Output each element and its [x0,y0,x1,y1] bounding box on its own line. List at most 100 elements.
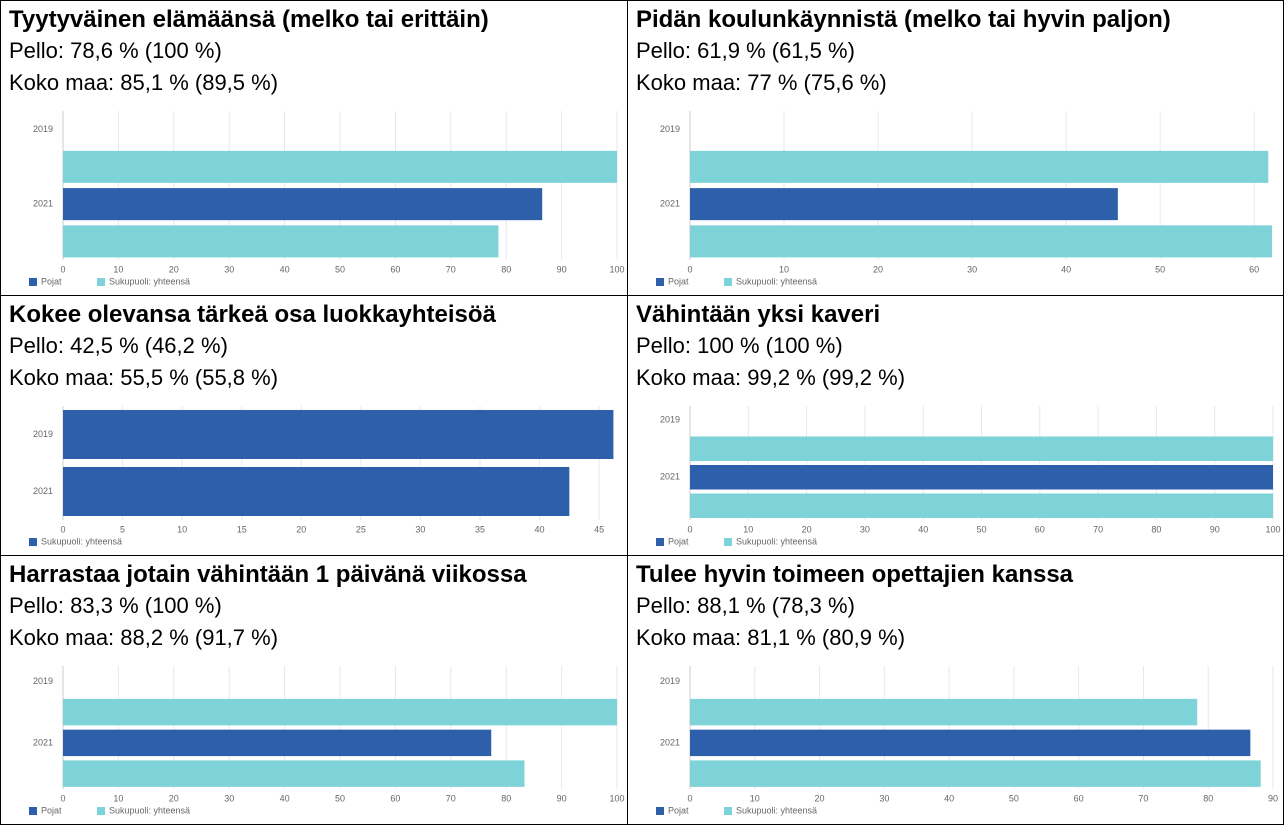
x-tick-label: 30 [224,793,234,803]
bar [63,225,499,258]
legend-label: Sukupuoli: yhteensä [41,536,122,546]
x-tick-label: 10 [750,793,760,803]
x-tick-label: 40 [918,524,928,534]
chart-subtitle: Pello: 100 % (100 %) [636,333,843,358]
y-tick-label: 2019 [660,676,680,686]
x-tick-label: 20 [873,264,883,274]
x-tick-label: 100 [1265,524,1280,534]
x-tick-label: 20 [802,524,812,534]
chart: 0 10 20 30 40 50 60 70 80 90 100 2019 2021 Pojat Sukup… [656,406,1281,546]
x-tick-label: 50 [1009,793,1019,803]
x-tick-label: 90 [557,264,567,274]
x-tick-label: 5 [120,524,125,534]
x-tick-label: 80 [501,793,511,803]
x-tick-label: 20 [815,793,825,803]
chart: 0 10 20 30 40 50 60 70 80 90 100 2019 2021 Pojat Sukup… [29,111,625,286]
y-tick-label: 2019 [660,415,680,425]
chart: 0 10 20 30 40 50 60 2019 2021 Pojat Sukupuoli: yht… [656,111,1273,286]
x-tick-label: 50 [335,793,345,803]
y-tick-label: 2019 [33,676,53,686]
legend-swatch [97,807,105,815]
legend-label: Pojat [41,276,62,286]
x-tick-label: 0 [687,793,692,803]
y-tick-label: 2021 [660,199,680,209]
chart-subtitle: Pello: 42,5 % (46,2 %) [9,333,228,358]
x-tick-label: 40 [535,524,545,534]
chart-title: Tulee hyvin toimeen opettajien kanssa [636,561,1074,588]
y-tick-label: 2019 [660,124,680,134]
bar [63,188,543,221]
chart-subtitle: Koko maa: 55,5 % (55,8 %) [9,365,279,390]
chart-subtitle: Koko maa: 81,1 % (80,9 %) [636,625,906,650]
chart-cell: Tulee hyvin toimeen opettajien kanssa Pel… [628,556,1284,825]
chart-subtitle: Pello: 61,9 % (61,5 %) [636,38,855,63]
legend-label: Pojat [668,276,689,286]
chart-subtitle: Pello: 88,1 % (78,3 %) [636,593,855,618]
chart-subtitle: Koko maa: 99,2 % (99,2 %) [636,365,906,390]
x-tick-label: 10 [779,264,789,274]
bar [63,760,525,787]
x-tick-label: 30 [967,264,977,274]
chart: 0 10 20 30 40 50 60 70 80 90 2019 2021 Pojat Sukupuol… [656,666,1278,815]
x-tick-label: 20 [169,793,179,803]
x-tick-label: 10 [113,793,123,803]
bar [690,698,1198,726]
x-tick-label: 10 [177,524,187,534]
x-tick-label: 80 [501,264,511,274]
bar [63,409,614,460]
bar [63,698,617,726]
chart-subtitle: Koko maa: 85,1 % (89,5 %) [9,70,279,95]
legend-swatch [656,278,664,286]
x-tick-label: 20 [296,524,306,534]
x-tick-label: 90 [1210,524,1220,534]
chart: 0 10 20 30 40 50 60 70 80 90 100 2019 2021 Pojat Sukup… [29,666,625,815]
x-tick-label: 30 [224,264,234,274]
x-tick-label: 90 [1268,793,1278,803]
legend-swatch [656,807,664,815]
chart-title: Harrastaa jotain vähintään 1 päivänä vii… [9,561,527,588]
chart-cell: Harrastaa jotain vähintään 1 päivänä vii… [1,556,628,825]
legend-label: Pojat [668,805,689,815]
legend-swatch [724,807,732,815]
chart-title: Pidän koulunkäynnistä (melko tai hyvin p… [636,6,1171,33]
chart-title: Kokee olevansa tärkeä osa luokkayhteisöä [9,301,496,328]
x-tick-label: 80 [1203,793,1213,803]
chart-title: Vähintään yksi kaveri [636,301,881,328]
legend-swatch [29,807,37,815]
y-tick-label: 2021 [33,737,53,747]
x-tick-label: 60 [390,793,400,803]
bar [690,188,1118,221]
y-tick-label: 2021 [33,199,53,209]
x-tick-label: 80 [1151,524,1161,534]
x-tick-label: 100 [609,264,624,274]
legend-label: Pojat [41,805,62,815]
x-tick-label: 0 [687,264,692,274]
x-tick-label: 40 [280,793,290,803]
x-tick-label: 0 [60,793,65,803]
x-tick-label: 70 [1138,793,1148,803]
legend-label: Sukupuoli: yhteensä [109,805,190,815]
bar [63,466,570,517]
chart-cell: Kokee olevansa tärkeä osa luokkayhteisöä… [1,296,628,556]
x-tick-label: 70 [446,793,456,803]
legend-label: Sukupuoli: yhteensä [736,536,817,546]
x-tick-label: 50 [1155,264,1165,274]
bar [690,760,1261,787]
legend-label: Pojat [668,536,689,546]
legend-swatch [29,278,37,286]
x-tick-label: 60 [1035,524,1045,534]
chart-subtitle: Koko maa: 77 % (75,6 %) [636,70,887,95]
x-tick-label: 10 [113,264,123,274]
x-tick-label: 0 [60,524,65,534]
legend-swatch [97,278,105,286]
y-tick-label: 2021 [33,486,53,496]
bar [690,729,1251,757]
legend-label: Sukupuoli: yhteensä [736,276,817,286]
x-tick-label: 40 [280,264,290,274]
chart-cell: Pidän koulunkäynnistä (melko tai hyvin p… [628,1,1284,296]
x-tick-label: 0 [687,524,692,534]
x-tick-label: 90 [557,793,567,803]
y-tick-label: 2021 [660,737,680,747]
x-tick-label: 10 [743,524,753,534]
x-tick-label: 30 [879,793,889,803]
